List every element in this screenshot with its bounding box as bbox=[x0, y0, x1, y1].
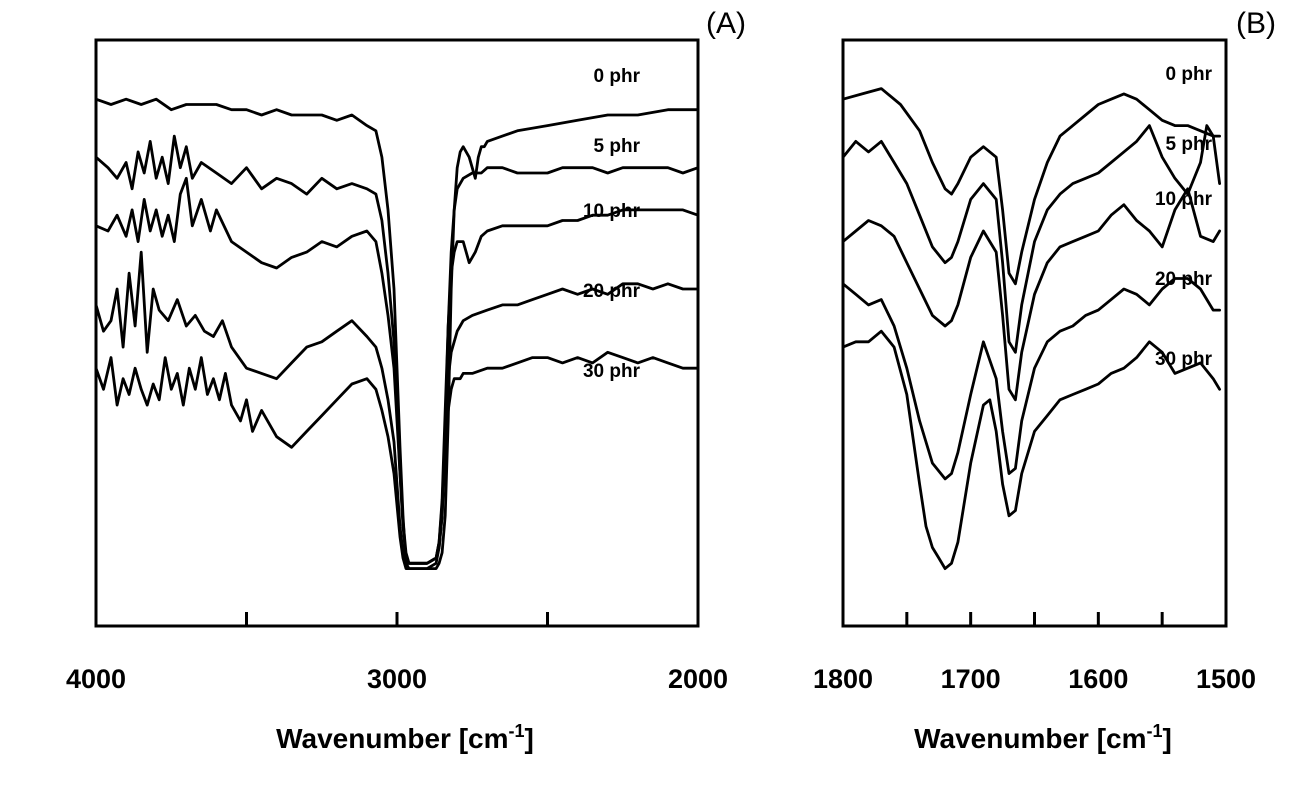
panel-b-plot-area: 0 phr 5 phr 10 phr 20 phr 30 phr bbox=[841, 64, 1221, 570]
spectrum-line-20-phr bbox=[94, 250, 700, 565]
spectrum-line-20-phr bbox=[841, 277, 1221, 481]
curve-label-30-phr: 30 phr bbox=[1155, 349, 1213, 370]
spectrum-line-0-phr bbox=[841, 87, 1221, 286]
x-tick-label: 1800 bbox=[813, 664, 873, 694]
curve-label-30-phr: 30 phr bbox=[583, 361, 641, 382]
curve-label-0-phr: 0 phr bbox=[594, 66, 641, 87]
panel-b-label: (B) bbox=[1236, 7, 1276, 40]
curve-label-20-phr: 20 phr bbox=[1155, 269, 1213, 290]
panel-a: (A) 0 phr 5 phr 10 phr 20 phr 30 phr 4000 300… bbox=[66, 7, 746, 754]
curve-label-20-phr: 20 phr bbox=[583, 281, 641, 302]
spectrum-line-10-phr bbox=[841, 187, 1221, 402]
panel-a-x-axis-title: Wavenumber [cm-1] bbox=[276, 721, 534, 754]
panel-b: (B) 0 phr 5 phr 10 phr 20 phr 30 phr 1800 170… bbox=[813, 7, 1276, 754]
curve-label-10-phr: 10 phr bbox=[1155, 189, 1213, 210]
curve-label-5-phr: 5 phr bbox=[1166, 134, 1213, 155]
panel-b-x-axis-title: Wavenumber [cm-1] bbox=[914, 721, 1172, 754]
curve-label-0-phr: 0 phr bbox=[1166, 64, 1213, 85]
x-tick-label: 2000 bbox=[668, 664, 728, 694]
panel-a-x-ticks: 4000 3000 2000 bbox=[66, 612, 728, 694]
x-tick-label: 1500 bbox=[1196, 664, 1256, 694]
x-tick-label: 1600 bbox=[1068, 664, 1128, 694]
spectrum-line-10-phr bbox=[94, 176, 700, 565]
panel-a-plot-area: 0 phr 5 phr 10 phr 20 phr 30 phr bbox=[94, 66, 700, 570]
x-tick-label: 1700 bbox=[941, 664, 1001, 694]
spectrum-line-30-phr bbox=[94, 350, 700, 570]
panel-b-frame bbox=[841, 38, 1228, 628]
x-tick-label: 3000 bbox=[367, 664, 427, 694]
curve-label-5-phr: 5 phr bbox=[594, 136, 641, 157]
panel-a-label: (A) bbox=[706, 7, 746, 40]
x-tick-label: 4000 bbox=[66, 664, 126, 694]
panel-b-x-ticks: 1800 1700 1600 1500 bbox=[813, 612, 1256, 694]
spectrum-line-5-phr bbox=[841, 124, 1221, 354]
curve-label-10-phr: 10 phr bbox=[583, 201, 641, 222]
spectrum-line-30-phr bbox=[841, 329, 1221, 570]
